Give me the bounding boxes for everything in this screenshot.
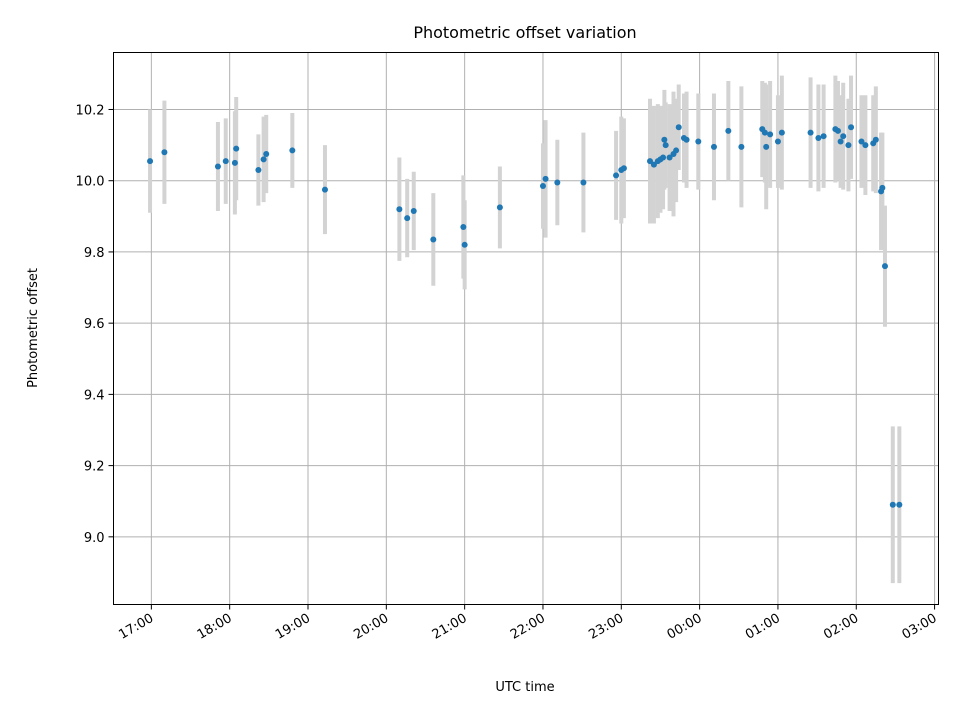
data-point — [695, 138, 702, 145]
chart-title: Photometric offset variation — [413, 23, 636, 42]
data-point — [815, 134, 822, 141]
data-point — [580, 179, 587, 186]
y-tick-label: 9.8 — [84, 246, 105, 261]
data-point — [647, 158, 654, 165]
data-point — [858, 138, 865, 145]
data-point — [662, 142, 669, 149]
y-tick-label: 10.0 — [76, 175, 105, 190]
x-axis-label: UTC time — [495, 680, 554, 695]
data-point — [396, 206, 403, 213]
data-point — [147, 158, 154, 165]
y-axis-label: Photometric offset — [26, 268, 41, 388]
x-tick-label: 17:00 — [116, 611, 156, 643]
data-point — [881, 263, 888, 270]
data-point — [807, 129, 814, 136]
data-point — [673, 147, 680, 154]
data-point — [496, 204, 503, 211]
data-points — [147, 124, 903, 508]
data-point — [404, 215, 411, 222]
data-point — [879, 184, 886, 191]
data-point — [848, 124, 855, 131]
y-tick-label: 9.6 — [84, 317, 105, 332]
x-tick-label: 00:00 — [665, 611, 705, 643]
data-point — [263, 150, 270, 157]
x-tick-label: 22:00 — [508, 611, 548, 643]
data-point — [683, 136, 690, 143]
data-point — [889, 501, 896, 508]
data-point — [539, 183, 546, 190]
data-point — [845, 142, 852, 149]
data-point — [872, 136, 879, 143]
data-point — [778, 129, 785, 136]
data-point — [542, 175, 549, 182]
data-point — [222, 158, 229, 165]
error-bars — [148, 75, 902, 584]
y-tick-label: 9.2 — [84, 460, 105, 475]
x-tick-label: 03:00 — [900, 611, 940, 643]
y-axis-ticks: 9.0 9.2 9.4 9.6 9.8 10.0 10.2 — [76, 103, 114, 546]
data-point — [260, 156, 267, 163]
data-point — [214, 163, 221, 170]
data-point — [461, 241, 468, 248]
data-point — [650, 161, 657, 168]
data-point — [896, 501, 903, 508]
data-point — [161, 149, 168, 156]
data-point — [675, 124, 682, 131]
data-point — [774, 138, 781, 145]
x-tick-label: 19:00 — [273, 611, 313, 643]
x-tick-label: 02:00 — [821, 611, 861, 643]
data-point — [321, 186, 328, 193]
x-tick-label: 23:00 — [586, 611, 626, 643]
data-point — [661, 136, 668, 143]
data-point — [620, 165, 627, 172]
data-point — [233, 145, 240, 152]
data-point — [725, 127, 732, 134]
data-point — [231, 159, 238, 166]
data-point — [820, 133, 827, 140]
data-point — [840, 133, 847, 140]
data-point — [410, 207, 417, 214]
data-point — [834, 127, 841, 134]
y-tick-label: 10.2 — [76, 103, 105, 118]
data-point — [660, 154, 667, 161]
data-point — [862, 142, 869, 149]
data-point — [613, 172, 620, 179]
data-point — [738, 143, 745, 150]
data-point — [763, 143, 770, 150]
x-tick-label: 01:00 — [743, 611, 783, 643]
data-point — [837, 138, 844, 145]
y-tick-label: 9.0 — [84, 531, 105, 546]
data-point — [554, 179, 561, 186]
data-point — [289, 147, 296, 154]
data-point — [710, 143, 717, 150]
plot-frame — [113, 52, 939, 605]
data-point — [666, 154, 673, 161]
data-point — [460, 224, 467, 231]
x-tick-label: 21:00 — [430, 611, 470, 643]
data-point — [255, 167, 262, 174]
x-tick-label: 20:00 — [351, 611, 391, 643]
data-point — [430, 236, 437, 243]
data-point — [767, 131, 774, 138]
data-point — [761, 129, 768, 136]
y-tick-label: 9.4 — [84, 388, 105, 403]
x-tick-label: 18:00 — [195, 611, 235, 643]
x-axis-ticks: 17:00 18:00 19:00 20:00 21:00 22:00 23:00 00:00… — [116, 604, 940, 643]
